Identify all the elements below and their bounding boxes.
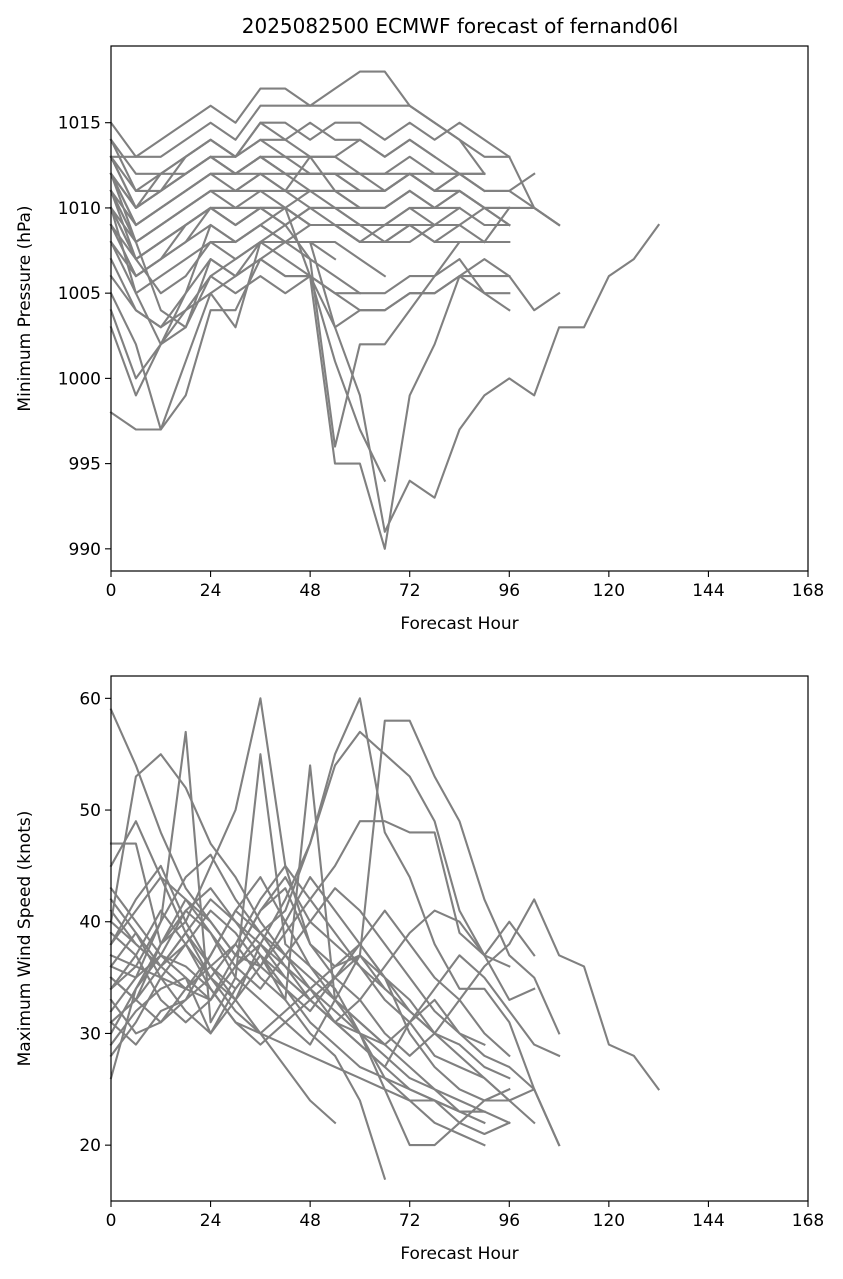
- pressure-series-line-21: [109, 240, 337, 397]
- pressure-ytick-label-5: 1015: [58, 114, 101, 134]
- wind-series-group: [109, 697, 661, 1181]
- wind-series-line-19: [109, 943, 387, 1058]
- wind-series-line-22: [109, 931, 561, 1069]
- pressure-xtick-label-6: 144: [692, 581, 724, 601]
- wind-ytick-label-4: 60: [79, 689, 101, 709]
- pressure-ytick-label-1: 995: [69, 455, 101, 475]
- wind-ytick-label-2: 40: [79, 913, 101, 933]
- pressure-series-line-19: [109, 223, 387, 295]
- wind-series-line-8: [109, 764, 511, 1147]
- pressure-ytick-label-4: 1010: [58, 199, 101, 219]
- pressure-yaxis-label: Minimum Pressure (hPa): [15, 205, 35, 411]
- wind-xtick-label-3: 72: [399, 1211, 421, 1231]
- pressure-xtick-label-2: 48: [299, 581, 321, 601]
- pressure-subplot: 0 24 48 72 96 120 144 168 990 995 1000 1005 1010 1015…: [15, 45, 824, 634]
- pressure-xaxis-label: Forecast Hour: [400, 614, 518, 634]
- wind-xtick-label-6: 144: [692, 1211, 724, 1231]
- figure-title: 2025082500 ECMWF forecast of fernand06l: [242, 14, 679, 38]
- pressure-series-line-20: [109, 258, 361, 380]
- pressure-xtick-label-7: 168: [792, 581, 824, 601]
- wind-subplot: 0 24 48 72 96 120 144 168 20 30 40 50 60 Forecast Hou…: [15, 675, 824, 1264]
- wind-series-line-24: [109, 943, 536, 1091]
- pressure-series-line-16: [109, 121, 437, 209]
- pressure-axes-frame: [110, 45, 809, 572]
- wind-xtick-label-1: 24: [200, 1211, 222, 1231]
- pressure-series-line-26: [109, 189, 511, 244]
- wind-yaxis-label: Maximum Wind Speed (knots): [15, 811, 35, 1067]
- wind-ytick-label-0: 20: [79, 1136, 101, 1156]
- pressure-series-line-13: [109, 189, 511, 312]
- wind-series-line-12: [109, 864, 511, 1080]
- wind-series-line-25: [109, 898, 486, 1125]
- wind-series-line-10: [109, 876, 536, 1125]
- wind-ytick-label-1: 30: [79, 1024, 101, 1044]
- pressure-series-group: [109, 70, 661, 550]
- pressure-series-line-29: [109, 155, 561, 227]
- wind-xtick-label-0: 0: [106, 1211, 117, 1231]
- pressure-series-line-5: [109, 104, 486, 176]
- pressure-ytick-label-3: 1005: [58, 284, 101, 304]
- pressure-xtick-label-3: 72: [399, 581, 421, 601]
- wind-series-line-13: [109, 820, 486, 1046]
- wind-series-line-16: [109, 876, 511, 1102]
- wind-xaxis-label: Forecast Hour: [400, 1244, 518, 1264]
- wind-series-line-18: [109, 909, 511, 1058]
- pressure-xtick-label-5: 120: [593, 581, 625, 601]
- pressure-ytick-label-0: 990: [69, 540, 101, 560]
- pressure-series-line-1: [109, 223, 661, 533]
- wind-xtick-label-7: 168: [792, 1211, 824, 1231]
- pressure-ytick-label-2: 1000: [58, 369, 101, 389]
- pressure-series-line-30: [109, 206, 511, 261]
- pressure-series-line-25: [109, 138, 486, 193]
- wind-xtick-label-5: 120: [593, 1211, 625, 1231]
- pressure-xtick-label-0: 0: [106, 581, 117, 601]
- wind-xtick-label-2: 48: [299, 1211, 321, 1231]
- pressure-xtick-label-1: 24: [200, 581, 222, 601]
- wind-series-line-20: [109, 886, 486, 1113]
- wind-xtick-label-4: 96: [498, 1211, 520, 1231]
- wind-ytick-label-3: 50: [79, 801, 101, 821]
- wind-series-line-7: [109, 730, 486, 1147]
- pressure-xtick-label-4: 96: [498, 581, 520, 601]
- wind-axes-frame: [110, 675, 809, 1202]
